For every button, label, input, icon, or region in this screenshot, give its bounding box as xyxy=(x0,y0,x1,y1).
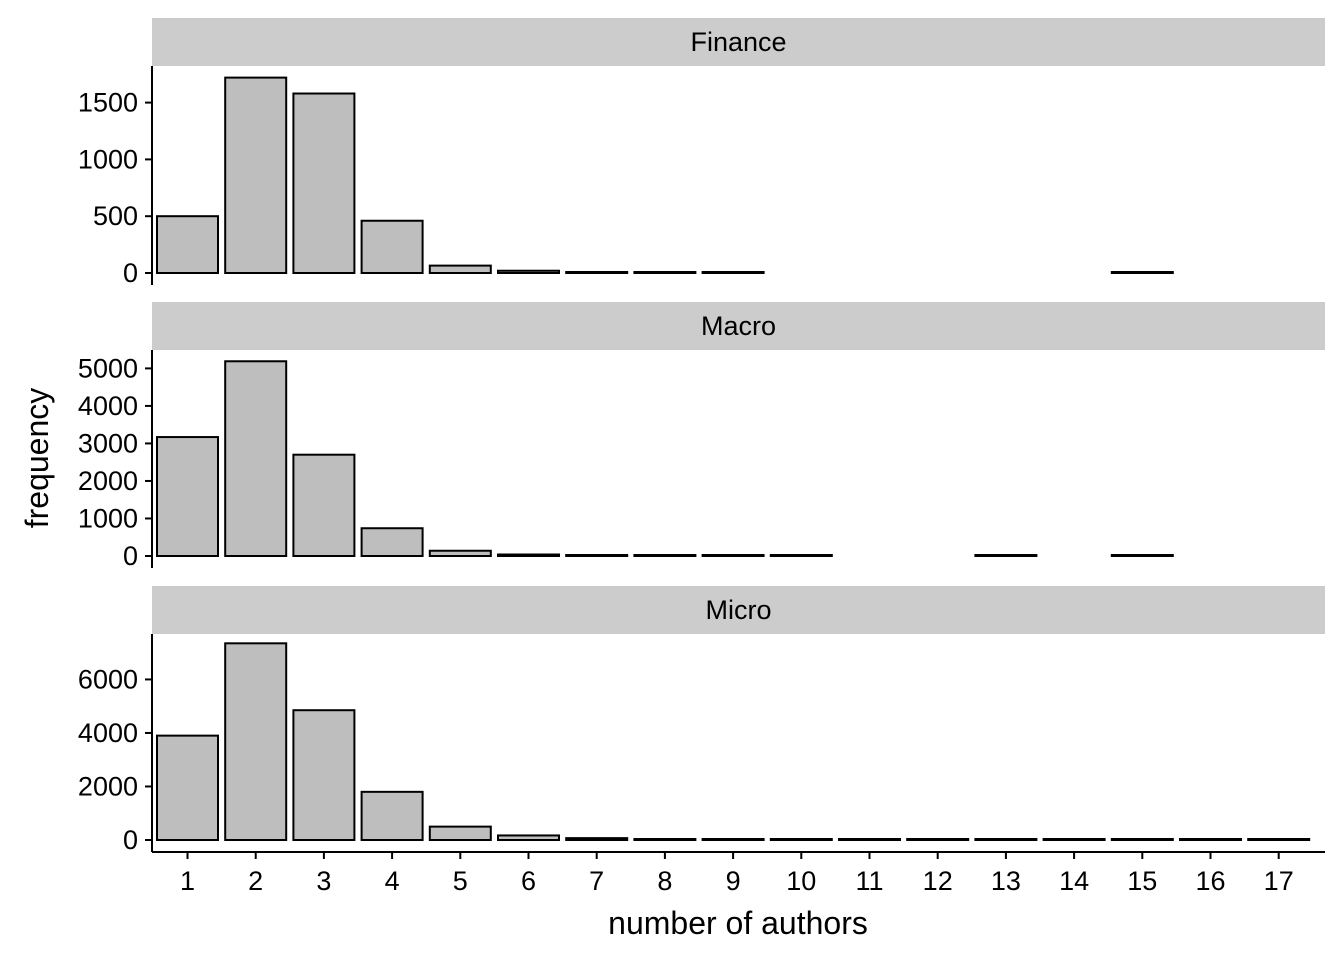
bar-macro-6 xyxy=(497,553,560,558)
bar-macro-5 xyxy=(428,549,492,557)
y-axis-title: frequency xyxy=(19,388,55,529)
bar-macro-1 xyxy=(156,436,219,558)
bar-micro-9 xyxy=(701,838,765,841)
bar-micro-8 xyxy=(633,838,697,841)
x-tick-label: 2 xyxy=(248,866,263,896)
x-tick-label: 3 xyxy=(316,866,331,896)
y-tick-label: 500 xyxy=(93,201,138,231)
x-tick-label: 17 xyxy=(1264,866,1294,896)
bar-macro-7 xyxy=(565,554,629,557)
facet-strip xyxy=(152,586,1325,634)
bar-macro-10 xyxy=(769,554,833,557)
bar-macro-13 xyxy=(974,554,1038,557)
bar-micro-10 xyxy=(769,838,833,841)
bar-micro-13 xyxy=(974,838,1038,841)
facet-strip-label: Finance xyxy=(690,27,786,57)
bar-micro-1 xyxy=(156,734,219,841)
bar-micro-5 xyxy=(428,825,492,841)
bar-finance-2 xyxy=(224,76,288,274)
y-tick-label: 4000 xyxy=(78,718,138,748)
x-tick-label: 1 xyxy=(180,866,195,896)
bar-micro-4 xyxy=(360,790,424,841)
bar-micro-17 xyxy=(1247,838,1311,841)
facet-strip-label: Macro xyxy=(701,311,776,341)
y-tick-label: 1000 xyxy=(78,144,138,174)
x-tick-label: 9 xyxy=(726,866,741,896)
bar-finance-5 xyxy=(428,264,492,274)
y-tick-label: 1500 xyxy=(78,88,138,118)
bar-micro-6 xyxy=(497,834,560,842)
bar-finance-6 xyxy=(497,269,560,274)
x-tick-label: 13 xyxy=(991,866,1021,896)
y-tick-label: 0 xyxy=(123,825,138,855)
bar-macro-15 xyxy=(1110,554,1174,557)
x-tick-label: 16 xyxy=(1195,866,1225,896)
facet-panel-micro: Micro 0 2000 4000 6000 xyxy=(78,586,1325,855)
bar-finance-4 xyxy=(360,219,424,275)
x-tick-label: 12 xyxy=(923,866,953,896)
facet-strip xyxy=(152,18,1325,66)
x-tick-label: 7 xyxy=(589,866,604,896)
y-tick-label: 0 xyxy=(123,258,138,288)
x-tick-label: 11 xyxy=(855,866,883,896)
bar-macro-4 xyxy=(360,527,424,558)
y-tick-label: 5000 xyxy=(78,353,138,383)
bar-micro-2 xyxy=(224,642,288,842)
x-tick-label: 14 xyxy=(1059,866,1089,896)
bar-macro-9 xyxy=(701,554,765,557)
y-tick-label: 2000 xyxy=(78,466,138,496)
x-tick-label: 5 xyxy=(453,866,468,896)
bar-macro-3 xyxy=(292,453,356,558)
bar-finance-15 xyxy=(1110,271,1174,274)
bar-finance-3 xyxy=(292,92,356,275)
y-tick-label: 1000 xyxy=(78,503,138,533)
facet-panel-finance: Finance 0 500 1000 1500 xyxy=(78,18,1325,288)
bar-micro-16 xyxy=(1179,838,1242,841)
bar-micro-11 xyxy=(838,838,901,841)
x-axis: 1 2 3 4 5 6 7 8 9 10 11 12 13 14 15 16 17 xyxy=(152,851,1325,896)
bar-finance-7 xyxy=(565,271,629,274)
facet-strip xyxy=(152,302,1325,350)
y-tick-label: 6000 xyxy=(78,664,138,694)
y-tick-label: 2000 xyxy=(78,771,138,801)
bar-micro-15 xyxy=(1110,838,1174,841)
facet-panels: Finance 0 500 1000 1500 Macro 0 1000 2000 3000 400… xyxy=(78,18,1325,855)
x-tick-label: 6 xyxy=(521,866,536,896)
x-tick-label: 10 xyxy=(786,866,816,896)
y-tick-label: 3000 xyxy=(78,428,138,458)
bar-finance-1 xyxy=(156,215,219,274)
facet-panel-macro: Macro 0 1000 2000 3000 4000 5000 xyxy=(78,302,1325,571)
x-tick-label: 4 xyxy=(385,866,400,896)
bar-macro-8 xyxy=(633,554,697,557)
bar-micro-7 xyxy=(565,837,629,841)
bar-finance-8 xyxy=(633,271,697,274)
y-tick-label: 4000 xyxy=(78,391,138,421)
bar-micro-12 xyxy=(906,838,970,841)
x-axis-title: number of authors xyxy=(608,905,868,941)
x-tick-label: 15 xyxy=(1127,866,1157,896)
x-tick-label: 8 xyxy=(657,866,672,896)
bar-macro-2 xyxy=(224,360,288,558)
bar-micro-14 xyxy=(1042,838,1106,841)
facet-strip-label: Micro xyxy=(706,595,772,625)
y-tick-label: 0 xyxy=(123,541,138,571)
bar-micro-3 xyxy=(292,709,356,841)
bar-finance-9 xyxy=(701,271,765,274)
